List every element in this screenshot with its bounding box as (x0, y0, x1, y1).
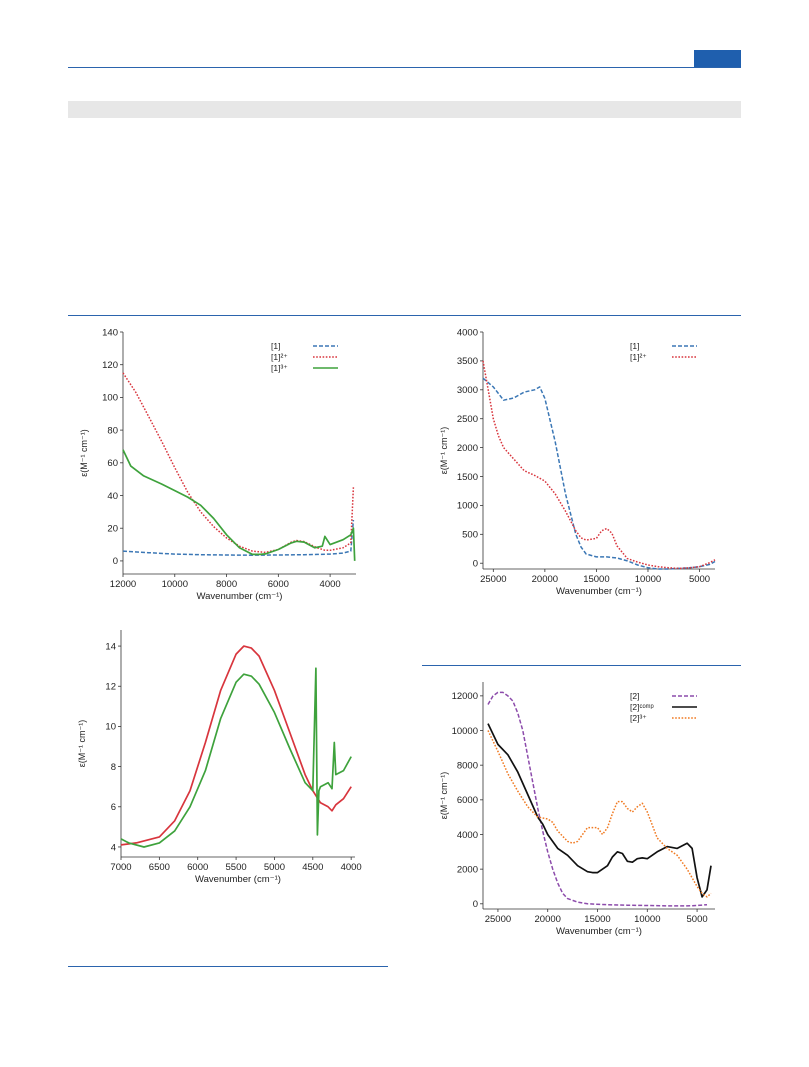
series-line-black (487, 723, 712, 898)
y-tick-label: 80 (107, 425, 118, 436)
x-tick-label: 5000 (687, 914, 708, 925)
y-tick-label: 20 (107, 524, 118, 535)
y-tick-label: 6000 (457, 795, 478, 806)
series-line-blue (122, 519, 355, 556)
legend-label: [1]²⁺ (630, 352, 647, 362)
series-line-green (120, 667, 352, 848)
y-tick-label: 1000 (457, 501, 478, 512)
x-tick-label: 5000 (689, 574, 710, 585)
figure-top-rule (68, 315, 741, 316)
x-tick-label: 25000 (485, 914, 511, 925)
header-rule (68, 67, 741, 68)
y-tick-label: 1500 (457, 472, 478, 483)
x-tick-label: 10000 (634, 914, 660, 925)
header-tab (694, 50, 741, 67)
x-tick-label: 7000 (110, 862, 131, 873)
series-line-red (482, 360, 716, 570)
x-tick-label: 6000 (268, 579, 289, 590)
y-tick-label: 100 (102, 393, 118, 404)
legend-label: [1]³⁺ (271, 363, 288, 373)
x-tick-label: 4000 (341, 862, 362, 873)
y-tick-label: 3500 (457, 356, 478, 367)
x-tick-label: 15000 (583, 574, 609, 585)
y-tick-label: 3000 (457, 385, 478, 396)
y-tick-label: 10 (105, 722, 116, 733)
x-tick-label: 5000 (264, 862, 285, 873)
series-line-orange (487, 730, 712, 898)
series-line-green (122, 449, 356, 561)
figure-right-rule (422, 665, 741, 666)
legend-label: [2] (630, 691, 639, 701)
y-tick-label: 2500 (457, 414, 478, 425)
legend-label: [1] (271, 341, 280, 351)
y-tick-label: 4 (111, 842, 116, 853)
chart-panel-a: 12000 10000 8000 6000 4000 0 20 40 60 80 100 120 140… (79, 327, 356, 602)
series-line-red (122, 372, 355, 554)
x-axis-label: Wavenumber (cm⁻¹) (556, 926, 642, 937)
series-line-red (120, 645, 352, 846)
y-tick-label: 12 (105, 682, 116, 693)
y-tick-label: 4000 (457, 830, 478, 841)
y-tick-label: 14 (105, 641, 116, 652)
caption-band (68, 101, 741, 118)
y-tick-label: 12000 (452, 691, 478, 702)
y-axis-label: ε(M⁻¹ cm⁻¹) (79, 429, 89, 477)
y-axis-label: ε(M⁻¹ cm⁻¹) (439, 772, 449, 820)
legend-label: [1] (630, 341, 639, 351)
legend-label: [2]ᶜᵒᵐᵖ (630, 702, 654, 712)
y-tick-label: 8 (111, 762, 116, 773)
y-tick-label: 2000 (457, 443, 478, 454)
y-tick-label: 0 (473, 559, 478, 570)
y-tick-label: 140 (102, 327, 118, 338)
legend-label: [2]³⁺ (630, 713, 647, 723)
y-axis-label: ε(M⁻¹ cm⁻¹) (439, 427, 449, 475)
y-tick-label: 10000 (452, 726, 478, 737)
x-tick-label: 4500 (302, 862, 323, 873)
x-axis-label: Wavenumber (cm⁻¹) (195, 874, 281, 885)
x-tick-label: 20000 (532, 574, 558, 585)
y-tick-label: 40 (107, 491, 118, 502)
y-tick-label: 8000 (457, 760, 478, 771)
figure-bottom-rule (68, 966, 388, 967)
x-tick-label: 10000 (162, 579, 188, 590)
x-tick-label: 5500 (226, 862, 247, 873)
y-tick-label: 0 (113, 556, 118, 567)
y-tick-label: 120 (102, 360, 118, 371)
x-tick-label: 12000 (110, 579, 136, 590)
y-tick-label: 500 (462, 530, 478, 541)
y-tick-label: 0 (473, 899, 478, 910)
chart-panel-b: 25000 20000 15000 10000 5000 0 500 1000 1500 2000… (439, 327, 716, 597)
x-tick-label: 4000 (320, 579, 341, 590)
y-tick-label: 6 (111, 802, 116, 813)
x-axis-label: Wavenumber (cm⁻¹) (197, 591, 283, 602)
x-tick-label: 15000 (584, 914, 610, 925)
y-tick-label: 60 (107, 458, 118, 469)
y-axis-label: ε(M⁻¹ cm⁻¹) (77, 720, 87, 768)
chart-panel-d: 25000 20000 15000 10000 5000 0 2000 4000 6000 800… (439, 682, 715, 937)
x-tick-label: 6500 (149, 862, 170, 873)
y-tick-label: 2000 (457, 864, 478, 875)
x-tick-label: 20000 (535, 914, 561, 925)
series-line-blue (482, 377, 716, 570)
x-axis-label: Wavenumber (cm⁻¹) (556, 586, 642, 597)
x-tick-label: 8000 (216, 579, 237, 590)
legend-label: [1]²⁺ (271, 352, 288, 362)
chart-panel-c: 7000 6500 6000 5500 5000 4500 4000 4 6 8 10 12 14 Wav… (77, 630, 362, 885)
x-tick-label: 10000 (635, 574, 661, 585)
y-tick-label: 4000 (457, 327, 478, 338)
x-tick-label: 6000 (187, 862, 208, 873)
x-tick-label: 25000 (480, 574, 506, 585)
series-line-purple (487, 691, 708, 907)
